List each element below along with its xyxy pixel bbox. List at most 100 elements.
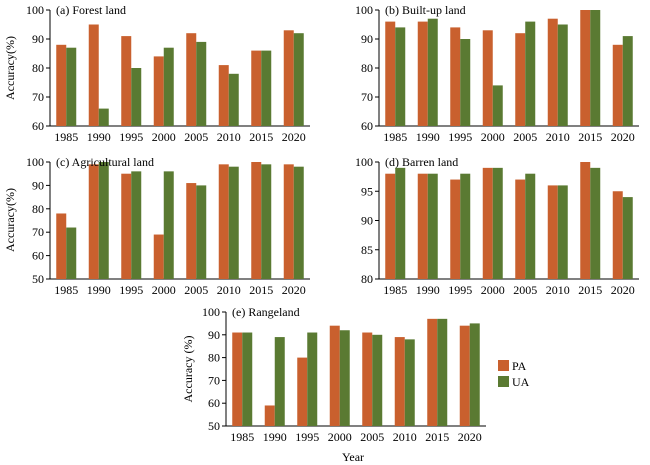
bar-pa-2020 [283,30,294,126]
bar-ua-2020 [293,33,304,127]
y-axis-title: Accuracy (%) [181,336,195,403]
bar-ua-1990 [98,108,109,126]
bar-pa-2020 [459,325,470,426]
x-tick-label: 1995 [448,130,472,144]
bar-ua-2015 [590,10,601,126]
x-tick-label: 1990 [87,130,111,144]
y-tick-label: 50 [32,272,44,286]
bar-ua-1990 [427,173,438,279]
bar-pa-2000 [153,56,164,126]
bar-pa-1990 [88,24,99,126]
bar-ua-1990 [98,162,109,279]
bar-pa-2020 [612,191,623,279]
y-tick-label: 80 [32,202,44,216]
bar-pa-1990 [264,405,275,426]
y-tick-label: 70 [361,90,373,104]
bar-pa-1990 [88,164,99,279]
x-tick-label: 1990 [263,430,287,444]
legend-label-ua: UA [512,375,530,389]
bar-ua-2020 [622,197,633,279]
bar-ua-1990 [427,18,438,127]
bar-ua-1995 [307,332,318,426]
y-tick-label: 100 [355,3,373,17]
x-tick-label: 1990 [416,130,440,144]
x-tick-label: 1995 [295,430,319,444]
x-tick-label: 1985 [54,130,78,144]
legend-swatch-ua [498,376,509,387]
bar-ua-2005 [525,173,536,279]
bar-ua-1995 [131,68,142,126]
y-tick-label: 60 [208,396,220,410]
y-tick-label: 60 [32,119,44,133]
panel-title: (a) Forest land [56,3,126,17]
bar-pa-2020 [612,44,623,126]
bar-ua-2010 [228,73,239,126]
bar-ua-2015 [261,164,272,279]
x-tick-label: 2005 [513,283,537,297]
bar-pa-1985 [385,21,396,127]
panel-rangeland: 50 60 70 80 90 100 1985 1990 1995 2000 2005 2010 201… [181,305,486,444]
y-tick-label: 95 [361,184,373,198]
bar-ua-2010 [557,24,568,126]
x-tick-label: 2005 [184,283,208,297]
y-tick-label: 100 [202,305,220,319]
bar-ua-2015 [437,318,448,426]
x-tick-label: 2020 [611,130,635,144]
x-tick-label: 1990 [416,283,440,297]
x-tick-label: 2015 [578,130,602,144]
bar-ua-1985 [395,167,406,279]
bar-pa-2000 [329,325,340,426]
panel-title: (d) Barren land [385,155,458,169]
bar-pa-2015 [427,318,438,426]
x-tick-label: 2005 [360,430,384,444]
bar-ua-1985 [242,332,253,426]
x-tick-label: 2010 [217,283,241,297]
bar-pa-1985 [56,44,67,126]
x-tick-label: 2000 [328,430,352,444]
x-tick-label: 2020 [282,130,306,144]
bar-pa-2015 [580,162,591,279]
panel-forest-land: 60 70 80 90 100 1985 1990 1995 2000 2005 2010 2015 2… [3,3,310,144]
bar-ua-1990 [274,337,285,426]
bar-ua-2000 [163,47,174,127]
bar-pa-2015 [251,50,262,126]
bar-pa-2000 [482,167,493,279]
bar-ua-1995 [131,171,142,279]
bar-pa-2010 [547,185,558,279]
bar-pa-1995 [121,36,132,126]
bar-pa-1990 [417,173,428,279]
panel-agricultural-land: 50 60 70 80 90 100 1985 1990 1995 2000 2005 2010 201… [3,155,310,297]
bar-pa-2015 [580,10,591,126]
y-tick-label: 70 [32,225,44,239]
bar-ua-1995 [460,39,471,126]
legend-label-pa: PA [512,359,527,373]
bar-ua-2020 [469,323,480,426]
bar-ua-2000 [492,167,503,279]
panel-title: (c) Agricultural land [56,155,154,169]
y-tick-label: 70 [208,373,220,387]
x-tick-label: 2015 [249,283,273,297]
y-tick-label: 80 [361,61,373,75]
bar-ua-1985 [66,47,77,127]
panel-title: (e) Rangeland [232,305,300,319]
bar-ua-2005 [196,185,207,279]
y-tick-label: 90 [361,214,373,228]
x-tick-label: 1985 [54,283,78,297]
legend-swatch-pa [498,360,509,371]
y-tick-label: 100 [26,155,44,169]
bar-ua-2015 [261,50,272,126]
y-tick-label: 90 [32,178,44,192]
x-tick-label: 2000 [152,130,176,144]
bar-ua-2005 [372,334,383,426]
bar-pa-1995 [297,357,308,426]
x-tick-label: 1985 [383,130,407,144]
x-tick-label: 2000 [481,283,505,297]
x-tick-label: 2015 [249,130,273,144]
bar-ua-1985 [66,227,77,279]
x-tick-label: 1985 [230,430,254,444]
x-tick-label: 2020 [611,283,635,297]
legend: PA UA [498,359,530,389]
bar-pa-2005 [515,33,526,127]
y-tick-label: 60 [32,249,44,263]
bar-pa-2010 [394,337,405,426]
